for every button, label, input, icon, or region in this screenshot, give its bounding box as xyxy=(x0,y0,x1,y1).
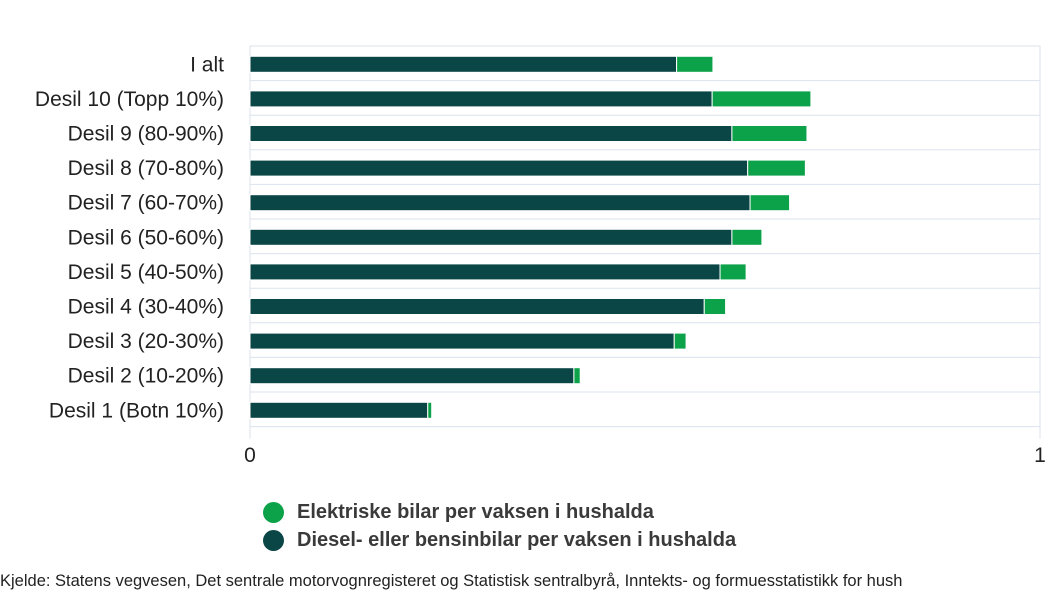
category-label: Desil 7 (60-70%) xyxy=(68,192,224,215)
bar-segment xyxy=(731,228,763,246)
category-label: Desil 6 (50-60%) xyxy=(68,226,224,249)
bar-segment xyxy=(249,367,575,385)
bar-segment xyxy=(427,401,433,419)
category-label: Desil 3 (20-30%) xyxy=(68,330,224,353)
bar-segment xyxy=(249,125,733,142)
x-tick-label: 0 xyxy=(244,444,256,467)
source-note: Kjelde: Statens vegvesen, Det sentrale m… xyxy=(0,572,903,590)
bar-segment xyxy=(676,55,714,73)
stacked-bar-chart: I alt Desil 10 (Topp 10%) Desil 9 (80-90%)… xyxy=(35,45,1046,467)
category-label: Desil 10 (Topp 10%) xyxy=(35,88,224,111)
bar-segment xyxy=(703,298,727,315)
bar-segment xyxy=(249,332,675,350)
category-label: Desil 2 (10-20%) xyxy=(68,365,224,388)
legend-label-electric: Elektriske bilar per vaksen i hushalda xyxy=(297,500,654,523)
bar-segment xyxy=(673,332,687,350)
category-label: Desil 1 (Botn 10%) xyxy=(49,399,224,422)
bar-segment xyxy=(249,401,429,419)
category-label: Desil 4 (30-40%) xyxy=(68,296,224,319)
bar-segment xyxy=(249,194,751,212)
bar-segment xyxy=(249,228,733,246)
bar-segment xyxy=(731,125,808,142)
legend-swatch-fuel xyxy=(263,529,284,551)
bar-segment xyxy=(249,159,749,177)
legend-item-fuel[interactable]: Diesel- eller bensinbilar per vaksen i h… xyxy=(263,526,736,554)
bar-segment xyxy=(249,90,713,108)
bar-segment xyxy=(749,194,791,212)
bar-segment xyxy=(719,263,747,281)
bar-segment xyxy=(747,159,806,177)
category-label: Desil 9 (80-90%) xyxy=(68,123,224,146)
category-label: Desil 5 (40-50%) xyxy=(68,261,224,284)
category-label: I alt xyxy=(190,53,224,76)
bar-segment xyxy=(249,263,721,281)
bar-segment xyxy=(573,367,581,385)
bar-segment xyxy=(249,55,678,73)
legend: Elektriske bilar per vaksen i hushalda D… xyxy=(263,498,736,554)
bar-segment xyxy=(249,298,705,315)
legend-item-electric[interactable]: Elektriske bilar per vaksen i hushalda xyxy=(263,498,736,526)
legend-swatch-electric xyxy=(263,501,284,523)
x-tick-label: 1 xyxy=(1034,444,1046,467)
legend-label-fuel: Diesel- eller bensinbilar per vaksen i h… xyxy=(297,528,737,551)
bar-segment xyxy=(711,90,812,108)
category-label: Desil 8 (70-80%) xyxy=(68,157,224,180)
